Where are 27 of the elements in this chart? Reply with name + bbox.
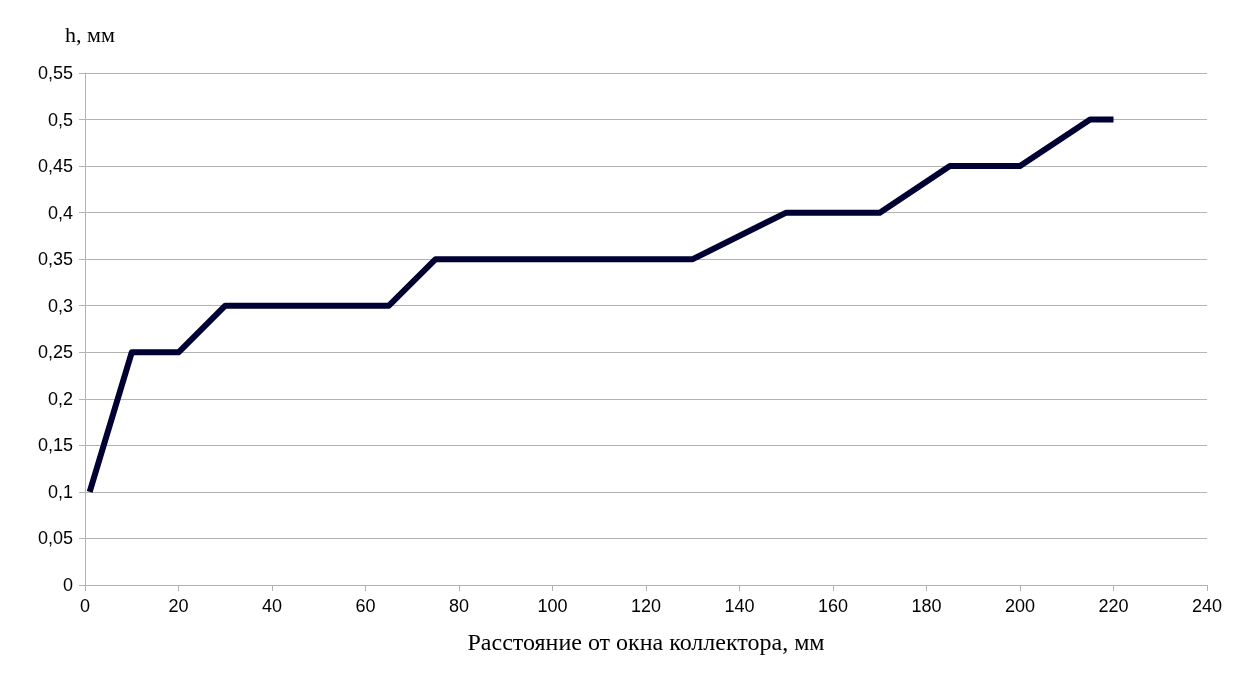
x-tick-label: 140 [724, 596, 755, 616]
y-tick-label: 0,4 [47, 202, 73, 223]
x-tick-label: 0 [79, 596, 91, 616]
x-tick-label: 40 [261, 596, 283, 616]
y-tick-label: 0,25 [37, 342, 73, 363]
x-axis-title: Расстояние от окна коллектора, мм [467, 629, 825, 655]
x-tick-label: 100 [537, 596, 568, 616]
x-tick-label: 20 [168, 596, 189, 616]
y-tick-label: 0,55 [37, 63, 73, 83]
x-tick-label: 240 [1191, 596, 1223, 616]
y-tick-label: 0,3 [47, 295, 73, 316]
y-tick-label: 0,2 [47, 388, 73, 409]
x-tick-label: 180 [911, 596, 942, 616]
y-axis-title: h, мм [65, 21, 115, 47]
x-tick-label: 60 [355, 596, 376, 616]
x-tick-label: 160 [817, 596, 849, 616]
x-tick-label: 220 [1098, 596, 1129, 616]
y-tick-label: 0,45 [37, 156, 73, 177]
y-tick-label: 0 [62, 575, 73, 595]
y-tick-label: 0,1 [47, 481, 73, 502]
y-tick-label: 0,15 [37, 435, 73, 456]
y-tick-label: 0,5 [47, 109, 73, 130]
y-tick-label: 0,05 [37, 528, 73, 549]
y-tick-label: 0,35 [37, 249, 73, 270]
x-tick-label: 200 [1004, 596, 1036, 616]
x-tick-label: 80 [448, 596, 470, 616]
x-tick-label: 120 [630, 596, 662, 616]
